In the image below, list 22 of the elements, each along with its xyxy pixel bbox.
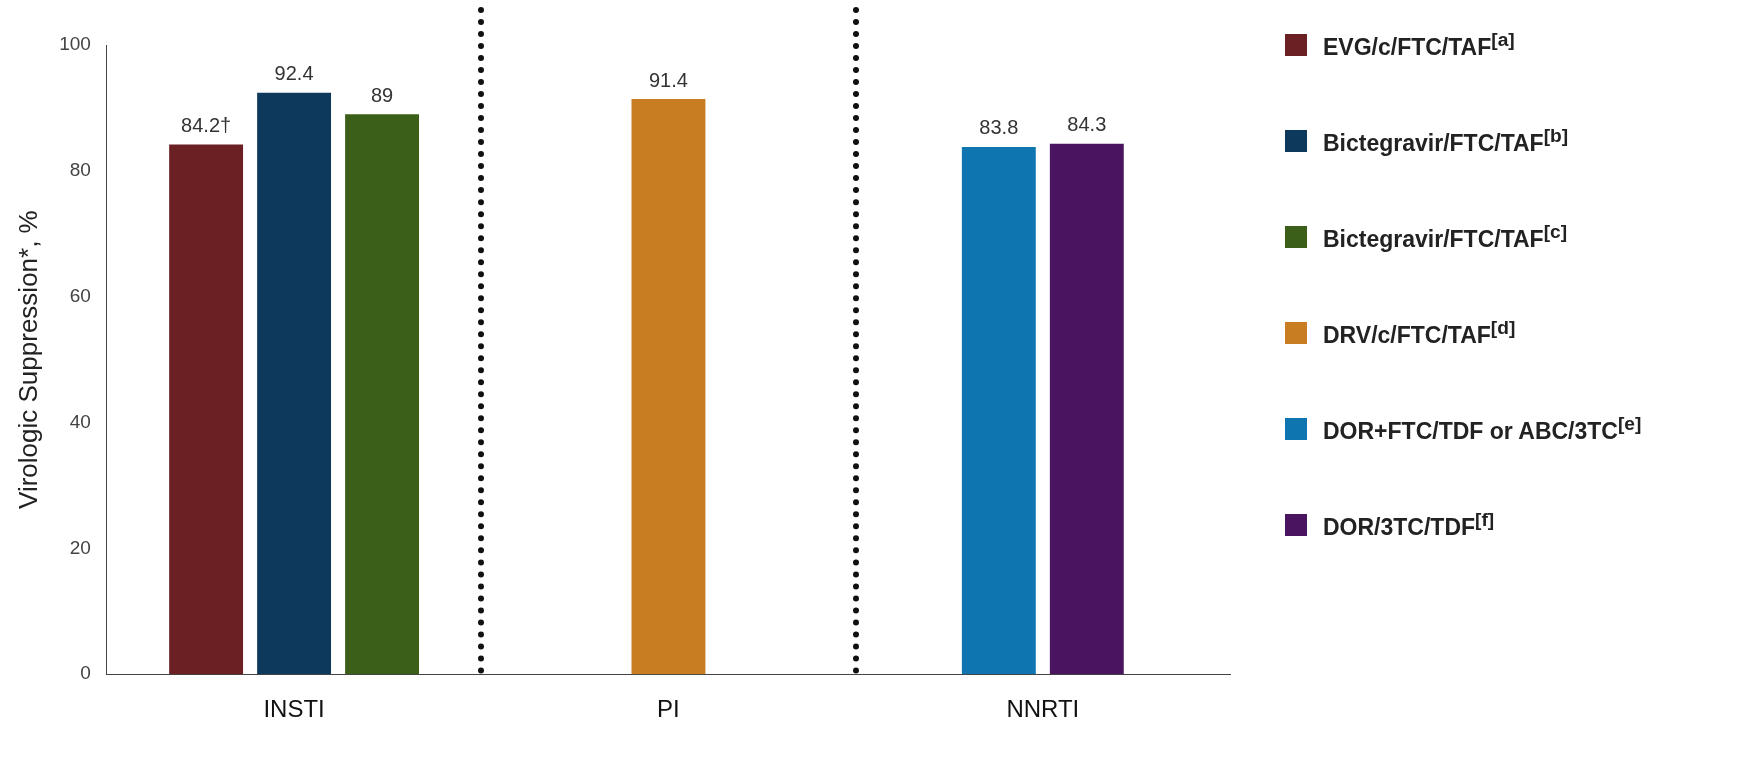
- y-tick-label: 80: [69, 159, 91, 181]
- x-tick-label: NNRTI: [1006, 695, 1080, 723]
- y-tick-label: 0: [80, 662, 91, 684]
- y-tick-label: 60: [69, 284, 91, 306]
- y-tick-label: 100: [59, 33, 91, 55]
- legend-label: Bictegravir/FTC/TAF$^{[b]}$: [1323, 125, 1569, 157]
- data-label: 84.3: [1067, 113, 1107, 136]
- x-tick-label: INSTI: [263, 695, 325, 723]
- y-tick-label: 40: [69, 410, 91, 432]
- data-label: 92.4: [274, 62, 314, 85]
- x-tick-label: PI: [657, 695, 680, 723]
- legend-label: EVG/c/FTC/TAF$^{[a]}$: [1323, 29, 1515, 61]
- legend-label: DRV/c/FTC/TAF$^{[d]}$: [1323, 317, 1516, 349]
- data-label: 83.8: [979, 116, 1019, 139]
- y-axis-title: Virologic Suppression*, %: [12, 210, 43, 509]
- legend-label: DOR+FTC/TDF or ABC/3TC$^{[e]}$: [1323, 413, 1642, 445]
- y-tick-label: 20: [69, 536, 91, 558]
- legend-label: Bictegravir/FTC/TAF$^{[c]}$: [1323, 221, 1568, 253]
- data-label: 89: [370, 83, 394, 106]
- data-label: 91.4: [648, 68, 688, 91]
- legend-label: DOR/3TC/TDF$^{[f]}$: [1323, 509, 1495, 541]
- data-label: 84.2†: [181, 113, 232, 136]
